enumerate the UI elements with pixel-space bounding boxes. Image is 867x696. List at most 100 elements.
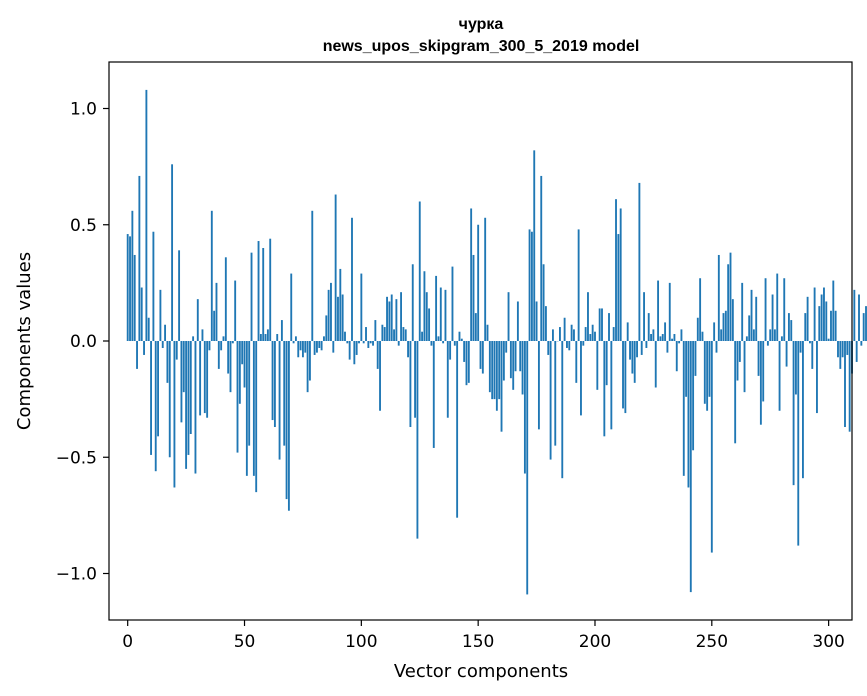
bar-226 <box>654 341 657 388</box>
bar-97 <box>353 341 356 365</box>
bar-299 <box>825 301 828 341</box>
bar-311 <box>853 289 856 341</box>
bar-7 <box>143 341 145 355</box>
bar-210 <box>617 234 620 341</box>
bar-252 <box>715 341 718 353</box>
bar-82 <box>318 341 321 348</box>
bar-63 <box>273 341 276 428</box>
bar-227 <box>657 280 660 341</box>
bar-315 <box>862 313 865 341</box>
bar-211 <box>619 208 622 341</box>
x-axis-ticks: 0 50 100 150 200 250 300 <box>122 620 845 652</box>
plot-frame <box>108 61 853 621</box>
bar-143 <box>460 338 463 341</box>
bar-167 <box>516 301 519 341</box>
bar-260 <box>734 341 737 444</box>
bar-6 <box>140 287 143 341</box>
bar-64 <box>276 334 279 341</box>
bar-245 <box>699 278 702 341</box>
bar-121 <box>409 341 412 428</box>
bar-106 <box>374 320 377 341</box>
bar-84 <box>323 336 325 341</box>
bar-39 <box>217 341 220 369</box>
bar-242 <box>692 341 695 451</box>
bar-42 <box>224 257 227 341</box>
bar-159 <box>498 341 501 400</box>
bar-200 <box>594 331 596 341</box>
bar-272 <box>762 341 765 402</box>
y-tick-label: 0.5 <box>70 216 97 236</box>
bar-196 <box>584 327 587 341</box>
bar-281 <box>783 278 786 341</box>
bar-199 <box>591 324 594 341</box>
bar-268 <box>752 329 755 342</box>
bar-265 <box>745 336 748 341</box>
bar-31 <box>199 341 202 416</box>
bar-302 <box>832 280 835 341</box>
bar-133 <box>437 336 440 341</box>
bar-4 <box>136 341 138 369</box>
bar-222 <box>645 341 648 348</box>
bar-116 <box>397 341 400 346</box>
bar-218 <box>636 341 638 358</box>
bar-149 <box>474 313 477 341</box>
bar-232 <box>668 282 671 342</box>
bar-212 <box>622 341 624 409</box>
bar-224 <box>650 334 652 341</box>
bar-209 <box>615 199 617 341</box>
bar-202 <box>598 308 601 341</box>
bar-150 <box>477 224 480 341</box>
bar-35 <box>208 341 211 351</box>
bar-291 <box>806 296 809 341</box>
bar-154 <box>486 324 489 341</box>
bar-277 <box>773 329 776 342</box>
bar-96 <box>351 217 353 341</box>
bar-0 <box>126 234 129 341</box>
bar-1 <box>129 236 131 342</box>
bar-193 <box>577 229 580 341</box>
bar-94 <box>346 341 349 344</box>
bar-205 <box>605 341 608 386</box>
bar-85 <box>325 315 328 341</box>
bar-251 <box>713 322 716 341</box>
bar-65 <box>278 341 281 460</box>
bar-46 <box>234 280 237 341</box>
bar-77 <box>306 341 309 393</box>
bar-21 <box>175 341 178 360</box>
bar-123 <box>414 341 417 418</box>
bar-26 <box>187 341 190 455</box>
bar-192 <box>575 341 578 383</box>
bar-208 <box>612 327 615 341</box>
bar-117 <box>400 292 402 341</box>
bar-49 <box>241 341 244 365</box>
bar-146 <box>467 341 470 383</box>
bar-153 <box>484 217 487 341</box>
x-tick-label: 150 <box>462 632 494 652</box>
bar-297 <box>820 294 823 341</box>
bar-132 <box>435 275 438 341</box>
bar-71 <box>292 341 295 344</box>
bar-5 <box>138 175 141 341</box>
bar-307 <box>844 341 846 428</box>
bar-134 <box>439 287 442 341</box>
bar-243 <box>694 341 697 376</box>
chart-title-line2: news_upos_skipgram_300_5_2019 model <box>323 38 640 55</box>
y-axis-ticks: 1.0 0.5 0.0 −0.5 −1.0 <box>56 100 109 585</box>
bar-138 <box>449 341 452 360</box>
bar-51 <box>245 341 248 476</box>
bar-240 <box>687 341 690 488</box>
bar-275 <box>769 329 772 342</box>
bar-38 <box>215 282 218 342</box>
bar-289 <box>802 341 804 479</box>
bar-165 <box>512 341 515 390</box>
bar-179 <box>544 306 547 342</box>
bar-92 <box>341 294 344 341</box>
bar-102 <box>365 327 367 341</box>
bar-229 <box>661 334 664 341</box>
x-tick-label: 300 <box>812 632 844 652</box>
bar-181 <box>549 341 552 460</box>
bar-24 <box>182 341 185 393</box>
bar-48 <box>238 341 241 404</box>
bar-100 <box>360 273 363 341</box>
bar-16 <box>164 324 167 341</box>
